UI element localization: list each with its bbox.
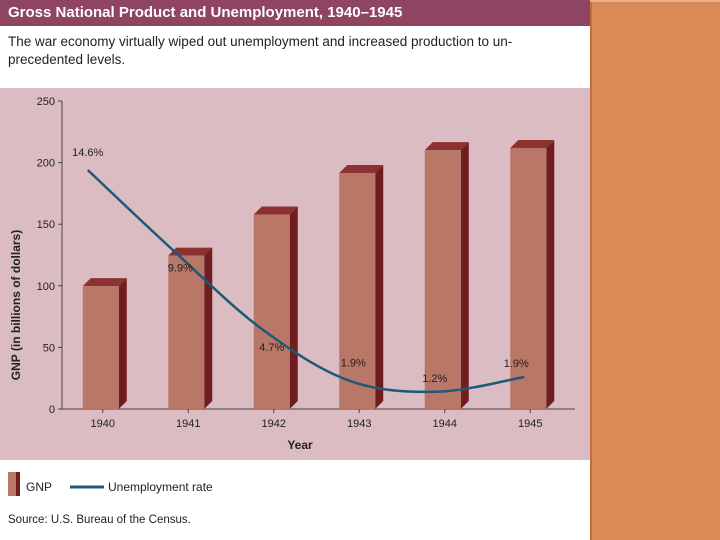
gnp-bar-top <box>510 139 555 148</box>
legend-rate-label: Unemployment rate <box>108 480 213 494</box>
y-tick-label: 200 <box>37 158 55 170</box>
y-axis-title: GNP (in billions of dollars) <box>9 230 23 380</box>
unemployment-rate-line <box>86 169 525 394</box>
x-tick-label: 1943 <box>347 418 371 430</box>
legend-swatches <box>8 472 104 496</box>
unemployment-line <box>86 169 525 394</box>
y-tick-label: 50 <box>43 342 55 354</box>
side-panel-highlight <box>590 0 720 2</box>
figure-caption: The war economy virtually wiped out unem… <box>8 34 513 67</box>
x-tick-label: 1945 <box>518 418 542 430</box>
x-tick-label: 1942 <box>262 418 286 430</box>
gnp-bar-top <box>253 206 298 215</box>
unemployment-label: 1.9% <box>341 358 366 370</box>
gnp-bar-side <box>460 142 469 409</box>
bars <box>82 139 555 409</box>
figure: Gross National Product and Unemployment,… <box>0 0 590 526</box>
y-tick-label: 0 <box>49 404 55 416</box>
legend-gnp-swatch-side <box>16 472 20 496</box>
gnp-bar-side <box>289 206 298 409</box>
unemployment-label: 9.9% <box>168 262 193 274</box>
gnp-bar <box>168 255 205 409</box>
legend: GNP Unemployment rate <box>0 460 590 508</box>
x-tick-label: 1940 <box>91 418 115 430</box>
gnp-bar-side <box>375 164 384 409</box>
gnp-bar-side <box>204 247 213 409</box>
unemployment-label: 1.2% <box>422 373 447 385</box>
x-axis-title: Year <box>287 438 313 452</box>
legend-gnp-swatch <box>8 472 16 496</box>
gnp-bar <box>510 147 547 409</box>
gnp-bar-side <box>118 278 127 409</box>
side-panel <box>590 0 720 540</box>
side-panel-edge <box>590 0 592 540</box>
y-tick-label: 250 <box>37 96 55 108</box>
chart-panel: 0 50 100 150 200 250 1940 1941 1942 1943 1944 1945 … <box>0 88 590 460</box>
y-tick-label: 100 <box>37 281 55 293</box>
unemployment-label: 4.7% <box>259 342 284 354</box>
gnp-bar-top <box>424 142 469 151</box>
gnp-bar <box>339 172 376 409</box>
labels: 14.6% 9.9% 4.7% 1.9% 1.2% 1.9% <box>72 147 529 385</box>
figure-title: Gross National Product and Unemployment,… <box>0 0 590 26</box>
unemployment-label: 1.9% <box>504 358 529 370</box>
axes: 0 50 100 150 200 250 1940 1941 1942 1943 1944 1945 <box>37 96 575 430</box>
y-tick-label: 150 <box>37 219 55 231</box>
gnp-bar <box>82 286 119 409</box>
x-tick-label: 1944 <box>433 418 457 430</box>
x-tick-label: 1941 <box>176 418 200 430</box>
gnp-bar-top <box>339 164 384 173</box>
gnp-bar <box>424 150 461 409</box>
legend-gnp-label: GNP <box>26 480 53 494</box>
gnp-bar-top <box>82 278 127 287</box>
source-note: Source: U.S. Bureau of the Census. <box>8 514 191 526</box>
gnp-bar-side <box>546 139 555 409</box>
gnp-bar-top <box>168 247 213 256</box>
unemployment-label: 14.6% <box>72 147 103 159</box>
gnp-bar <box>253 214 290 409</box>
